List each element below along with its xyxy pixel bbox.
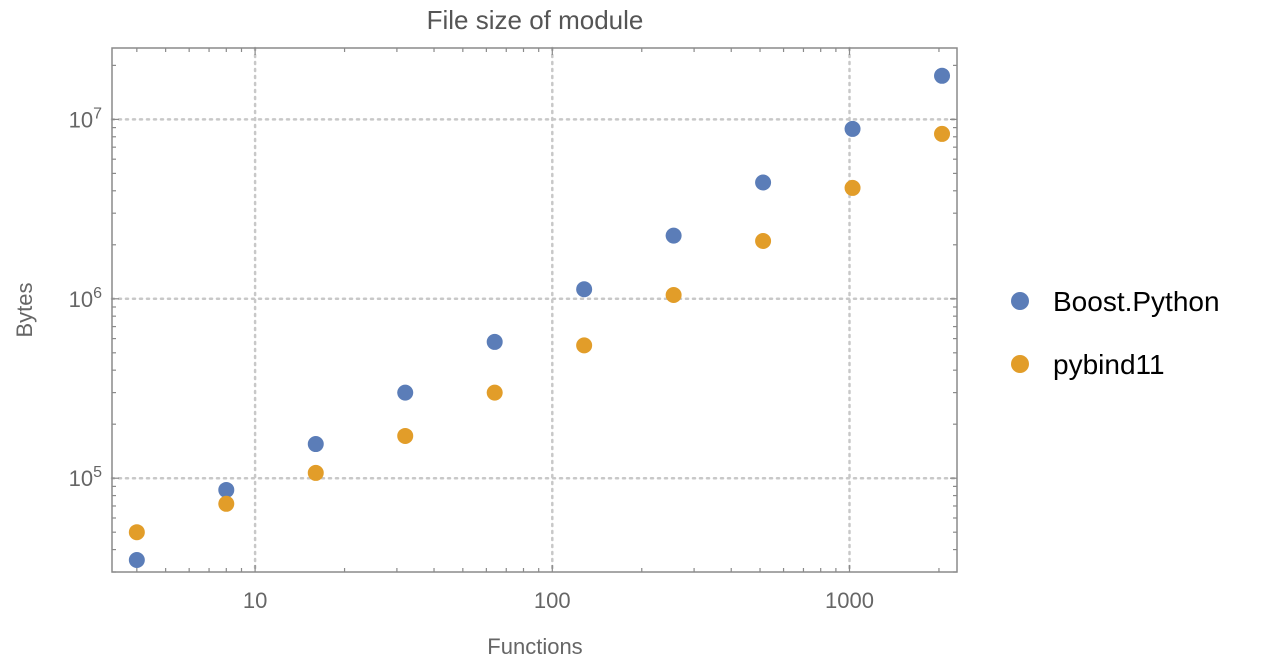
y-tick-label: 107 xyxy=(69,105,102,132)
data-point xyxy=(576,281,593,298)
y-axis-label: Bytes xyxy=(12,282,37,337)
data-point xyxy=(934,125,951,142)
data-points xyxy=(128,67,951,568)
grid xyxy=(110,46,959,574)
axis-ticks: 10 100 1000 105 106 107 xyxy=(69,48,957,613)
data-point xyxy=(307,464,324,481)
data-point xyxy=(128,524,145,541)
legend: Boost.Python pybind11 xyxy=(1011,286,1220,380)
data-point xyxy=(218,495,235,512)
chart-title: File size of module xyxy=(427,5,644,35)
x-axis-label: Functions xyxy=(487,634,582,659)
x-tick-label: 100 xyxy=(534,588,571,613)
data-point xyxy=(755,174,772,191)
data-point xyxy=(307,436,324,453)
data-point xyxy=(486,384,503,401)
data-point xyxy=(486,333,503,350)
data-point xyxy=(576,337,593,354)
y-tick-label: 106 xyxy=(69,285,102,312)
y-tick-label: 105 xyxy=(69,464,102,491)
data-point xyxy=(128,551,145,568)
x-tick-label: 1000 xyxy=(825,588,874,613)
data-point xyxy=(397,384,414,401)
data-point xyxy=(397,427,414,444)
data-point xyxy=(934,67,951,84)
data-point xyxy=(665,286,682,303)
data-point xyxy=(844,120,861,137)
plot-frame xyxy=(111,47,958,573)
data-point xyxy=(844,179,861,196)
legend-label: pybind11 xyxy=(1053,349,1165,380)
data-point xyxy=(665,227,682,244)
legend-label: Boost.Python xyxy=(1053,286,1220,317)
legend-marker xyxy=(1011,355,1029,373)
x-tick-label: 10 xyxy=(243,588,267,613)
data-point xyxy=(218,481,235,498)
data-point xyxy=(755,232,772,249)
legend-marker xyxy=(1011,292,1029,310)
